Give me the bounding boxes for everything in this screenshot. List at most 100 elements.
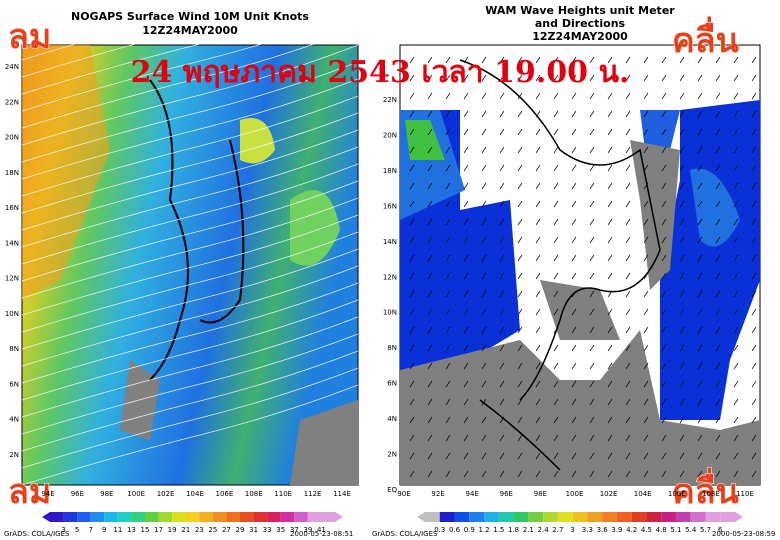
arrow: [607, 452, 613, 460]
arrow: [553, 362, 559, 370]
lat-label: 12N: [383, 273, 397, 281]
arrow: [553, 254, 559, 262]
colorbar-swatch: [280, 512, 295, 522]
lon-label: 112E: [304, 490, 322, 498]
streamline: [21, 265, 359, 367]
arrow: [517, 434, 523, 442]
lat-label: 22N: [5, 98, 19, 106]
arrow: [445, 200, 451, 208]
arrow: [409, 146, 415, 154]
arrow: [697, 200, 703, 208]
arrow: [625, 434, 631, 442]
arrow: [589, 470, 595, 478]
arrow: [481, 110, 487, 118]
arrow: [517, 380, 523, 388]
arrow: [751, 110, 757, 118]
arrow: [481, 254, 487, 262]
arrow: [751, 326, 757, 334]
lat-label: 14N: [5, 239, 19, 247]
lon-label: 96E: [500, 490, 513, 498]
arrow: [517, 290, 523, 298]
arrow: [427, 344, 433, 352]
arrow: [499, 380, 505, 388]
arrow: [679, 308, 685, 316]
arrow: [553, 308, 559, 316]
arrow: [607, 74, 613, 82]
arrow: [409, 344, 415, 352]
streamline: [21, 180, 359, 282]
arrow: [697, 236, 703, 244]
arrow: [715, 362, 721, 370]
colorbar-label: 9: [102, 526, 106, 534]
arrow: [463, 362, 469, 370]
arrow: [733, 218, 739, 226]
arrow: [751, 74, 757, 82]
arrow: [715, 380, 721, 388]
arrow: [589, 56, 595, 64]
colorbar-label: 2.1: [523, 526, 534, 534]
arrow: [553, 200, 559, 208]
streamline: [21, 197, 359, 299]
arrow: [589, 344, 595, 352]
arrow: [733, 92, 739, 100]
arrow: [409, 290, 415, 298]
arrow: [463, 308, 469, 316]
arrow: [463, 182, 469, 190]
arrow: [607, 128, 613, 136]
arrow: [535, 254, 541, 262]
arrow: [697, 164, 703, 172]
arrow: [661, 146, 667, 154]
arrow: [715, 200, 721, 208]
arrow: [661, 182, 667, 190]
arrow: [697, 92, 703, 100]
arrow: [679, 92, 685, 100]
arrow: [733, 146, 739, 154]
arrow: [589, 74, 595, 82]
arrow: [679, 146, 685, 154]
lat-label: 2N: [387, 451, 397, 459]
arrow: [643, 398, 649, 406]
arrow: [751, 290, 757, 298]
arrow: [571, 56, 577, 64]
arrow: [427, 56, 433, 64]
arrow: [553, 470, 559, 478]
arrow: [643, 416, 649, 424]
arrow: [679, 182, 685, 190]
arrow: [625, 200, 631, 208]
lat-label: 10N: [5, 310, 19, 318]
arrow: [571, 362, 577, 370]
colorbar-label: 6: [718, 526, 723, 534]
arrow: [697, 110, 703, 118]
colorbar-swatch: [267, 512, 281, 522]
streamline: [21, 0, 295, 78]
arrow: [571, 200, 577, 208]
lon-label: 110E: [274, 490, 292, 498]
arrow: [517, 218, 523, 226]
wind-label: ลม: [8, 17, 51, 57]
colorbar-swatch: [212, 512, 227, 522]
colorbar-label: 29: [236, 526, 245, 534]
arrow: [571, 236, 577, 244]
arrow: [679, 416, 685, 424]
streamline: [21, 367, 359, 469]
arrow: [697, 218, 703, 226]
lon-label: 106E: [216, 490, 234, 498]
streamline: [21, 163, 359, 265]
arrow: [571, 380, 577, 388]
arrow: [571, 308, 577, 316]
arrow: [715, 110, 721, 118]
lon-label: 100E: [566, 490, 584, 498]
arrow: [499, 416, 505, 424]
arrow: [625, 326, 631, 334]
arrow: [499, 56, 505, 64]
arrow: [697, 470, 703, 478]
arrow: [535, 128, 541, 136]
timestamp: 2000-05-23-08:51: [290, 530, 353, 538]
colorbar-label: 5.7: [700, 526, 711, 534]
arrow: [571, 218, 577, 226]
arrow: [607, 200, 613, 208]
arrow: [427, 254, 433, 262]
arrow: [499, 272, 505, 280]
colorbar-label: 27: [222, 526, 231, 534]
arrow: [517, 128, 523, 136]
